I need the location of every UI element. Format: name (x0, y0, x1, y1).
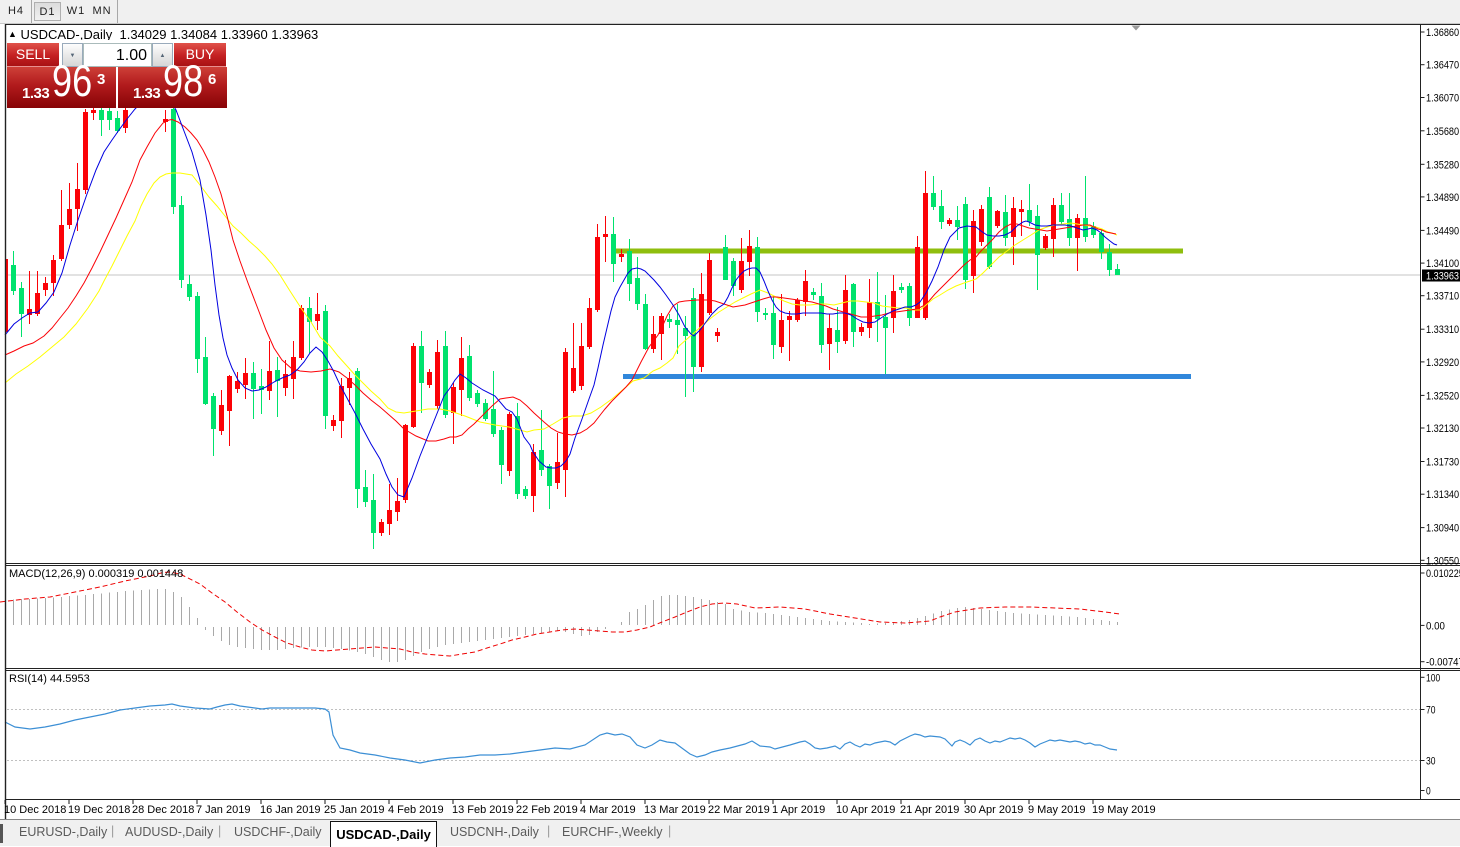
svg-text:1.32920: 1.32920 (1426, 357, 1459, 369)
svg-text:1.33310: 1.33310 (1426, 324, 1459, 336)
svg-text:1.34100: 1.34100 (1426, 258, 1459, 270)
svg-text:MACD(12,26,9) 0.000319 0.00144: MACD(12,26,9) 0.000319 0.001448 (9, 568, 183, 580)
svg-text:4 Mar 2019: 4 Mar 2019 (580, 804, 636, 816)
svg-text:21 Apr 2019: 21 Apr 2019 (900, 804, 959, 816)
svg-text:1.35280: 1.35280 (1426, 159, 1459, 171)
svg-text:19 Dec 2018: 19 Dec 2018 (68, 804, 130, 816)
svg-text:1.31730: 1.31730 (1426, 457, 1459, 469)
svg-text:10 Dec 2018: 10 Dec 2018 (4, 804, 66, 816)
svg-text:22 Feb 2019: 22 Feb 2019 (516, 804, 578, 816)
svg-text:1.33710: 1.33710 (1426, 291, 1459, 303)
svg-text:1.32520: 1.32520 (1426, 390, 1459, 402)
svg-text:1.31340: 1.31340 (1426, 489, 1459, 501)
svg-text:16 Jan 2019: 16 Jan 2019 (260, 804, 321, 816)
svg-text:7 Jan 2019: 7 Jan 2019 (196, 804, 250, 816)
svg-text:28 Dec 2018: 28 Dec 2018 (132, 804, 194, 816)
svg-text:1.34890: 1.34890 (1426, 192, 1459, 204)
svg-text:13 Feb 2019: 13 Feb 2019 (452, 804, 514, 816)
svg-text:-0.00747: -0.00747 (1426, 657, 1460, 669)
svg-text:1.35680: 1.35680 (1426, 126, 1459, 138)
svg-text:1.30550: 1.30550 (1426, 555, 1459, 567)
svg-text:22 Mar 2019: 22 Mar 2019 (708, 804, 770, 816)
svg-text:1.36860: 1.36860 (1426, 27, 1459, 39)
svg-text:RSI(14) 44.5953: RSI(14) 44.5953 (9, 673, 90, 685)
svg-text:70: 70 (1426, 705, 1436, 717)
svg-text:1.36470: 1.36470 (1426, 60, 1459, 72)
svg-text:0.00: 0.00 (1426, 620, 1445, 632)
svg-text:0: 0 (1426, 786, 1431, 798)
svg-text:1.36070: 1.36070 (1426, 93, 1459, 105)
svg-text:25 Jan 2019: 25 Jan 2019 (324, 804, 385, 816)
svg-text:13 Mar 2019: 13 Mar 2019 (644, 804, 706, 816)
svg-text:30: 30 (1426, 756, 1436, 768)
svg-text:19 May 2019: 19 May 2019 (1092, 804, 1156, 816)
svg-text:10 Apr 2019: 10 Apr 2019 (836, 804, 895, 816)
svg-text:1 Apr 2019: 1 Apr 2019 (772, 804, 825, 816)
svg-text:1.30940: 1.30940 (1426, 523, 1459, 535)
svg-text:9 May 2019: 9 May 2019 (1028, 804, 1085, 816)
svg-text:1.33963: 1.33963 (1426, 271, 1459, 283)
svg-text:0.010225: 0.010225 (1426, 568, 1460, 580)
svg-text:1.34490: 1.34490 (1426, 225, 1459, 237)
svg-text:30 Apr 2019: 30 Apr 2019 (964, 804, 1023, 816)
svg-text:1.32130: 1.32130 (1426, 423, 1459, 435)
svg-text:100: 100 (1426, 672, 1440, 684)
svg-text:4 Feb 2019: 4 Feb 2019 (388, 804, 444, 816)
